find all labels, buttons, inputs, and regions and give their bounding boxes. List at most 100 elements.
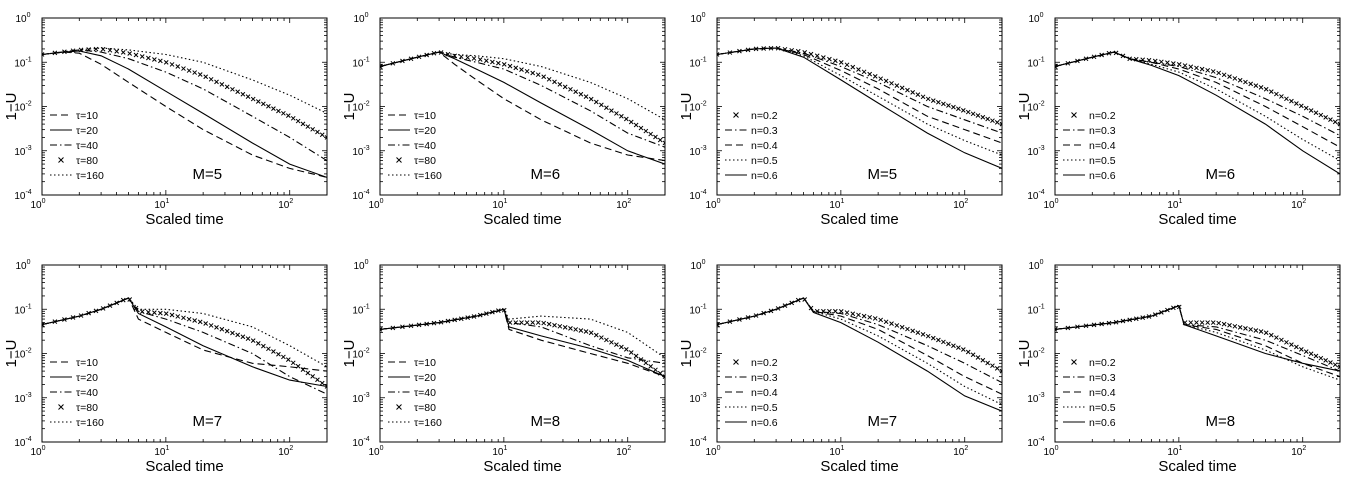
data-point [93, 308, 99, 314]
data-point [648, 131, 654, 137]
data-point [1199, 320, 1205, 325]
data-point [300, 121, 306, 127]
y-axis-label: 1−U [1016, 340, 1033, 368]
data-point [400, 324, 405, 330]
data-point [648, 364, 654, 369]
legend-label: τ=80 [414, 402, 436, 414]
data-point [990, 363, 995, 369]
data-point [643, 128, 649, 134]
y-axis-label: 1−U [3, 93, 20, 121]
data-point [1284, 339, 1289, 345]
data-point [1258, 85, 1264, 90]
series-3-line [380, 51, 665, 148]
legend-label: τ=40 [76, 387, 98, 399]
y-tick-label: 10-1 [352, 303, 369, 316]
data-point [271, 106, 276, 111]
data-point [867, 71, 873, 77]
y-tick-label: 100 [690, 12, 705, 25]
data-point [266, 346, 271, 352]
m-label: M=6 [1205, 166, 1235, 183]
data-point [867, 314, 873, 320]
data-point [408, 323, 414, 329]
data-point [319, 132, 325, 138]
data-point [956, 106, 961, 112]
data-point [965, 109, 971, 115]
legend-swatch [1071, 359, 1077, 365]
data-point [235, 89, 241, 95]
data-point [1313, 353, 1319, 359]
data-point [78, 47, 84, 53]
data-point [1279, 337, 1284, 343]
legend: n=0.2 n=0.3 n=0.4 n=0.5 n=0.6 [725, 357, 778, 429]
y-tick-label: 10-4 [689, 189, 706, 202]
data-point [484, 311, 489, 316]
data-point [305, 124, 311, 129]
data-point [614, 342, 619, 348]
y-tick-label: 100 [15, 12, 30, 25]
data-point [438, 319, 444, 325]
data-point [1323, 357, 1329, 363]
legend-label: τ=10 [76, 110, 98, 122]
data-point [941, 339, 946, 345]
data-point [832, 58, 838, 64]
series-3-line [42, 297, 327, 395]
data-point [1268, 89, 1274, 95]
legend-label: τ=80 [76, 155, 98, 167]
series-5-line [380, 308, 665, 359]
data-point [990, 118, 995, 124]
plot-frame [716, 264, 1003, 443]
y-tick-label: 10-3 [689, 392, 706, 405]
data-point [62, 317, 67, 322]
y-tick-label: 10-1 [1027, 56, 1044, 69]
data-point [844, 310, 850, 315]
x-tick-label: 102 [1291, 198, 1306, 211]
data-point [507, 320, 513, 325]
data-point [495, 308, 501, 313]
y-tick-label: 10-4 [1027, 189, 1044, 202]
data-point [1279, 94, 1284, 99]
x-tick-label: 100 [1043, 445, 1058, 458]
data-point [203, 321, 209, 326]
legend-label: n=0.4 [1089, 387, 1116, 399]
data-point [192, 318, 198, 323]
data-point [114, 49, 120, 54]
data-point [276, 108, 281, 114]
data-point [623, 116, 629, 122]
data-point [1308, 351, 1314, 357]
data-point [905, 326, 910, 332]
data-point [915, 330, 921, 335]
y-tick-label: 100 [690, 259, 705, 272]
legend: τ=10 τ=20 τ=40 τ=80 τ=160 [388, 110, 442, 182]
data-point [1205, 320, 1211, 325]
data-point [408, 56, 414, 62]
data-point [604, 337, 609, 343]
data-point [214, 79, 219, 85]
data-point [1182, 63, 1188, 68]
data-point [513, 65, 519, 71]
data-point [578, 91, 584, 97]
data-point [310, 126, 316, 132]
data-point [290, 115, 296, 121]
data-point [1303, 349, 1309, 354]
y-tick-label: 10-3 [352, 392, 369, 405]
data-point [208, 76, 214, 82]
data-point [100, 306, 106, 311]
legend-label: n=0.2 [1089, 357, 1116, 369]
data-point [1205, 67, 1211, 73]
x-tick-label: 102 [278, 445, 293, 458]
data-point [899, 85, 905, 91]
data-point [1294, 344, 1299, 350]
data-point [599, 335, 604, 340]
legend-label: n=0.4 [1089, 140, 1116, 152]
m-label: M=8 [1205, 413, 1235, 430]
y-tick-label: 100 [353, 259, 368, 272]
data-point [295, 118, 301, 124]
data-point [1289, 98, 1294, 104]
data-point [120, 50, 126, 55]
data-point [593, 99, 599, 105]
data-point [889, 80, 894, 86]
data-point [920, 94, 926, 100]
data-point [524, 68, 530, 74]
